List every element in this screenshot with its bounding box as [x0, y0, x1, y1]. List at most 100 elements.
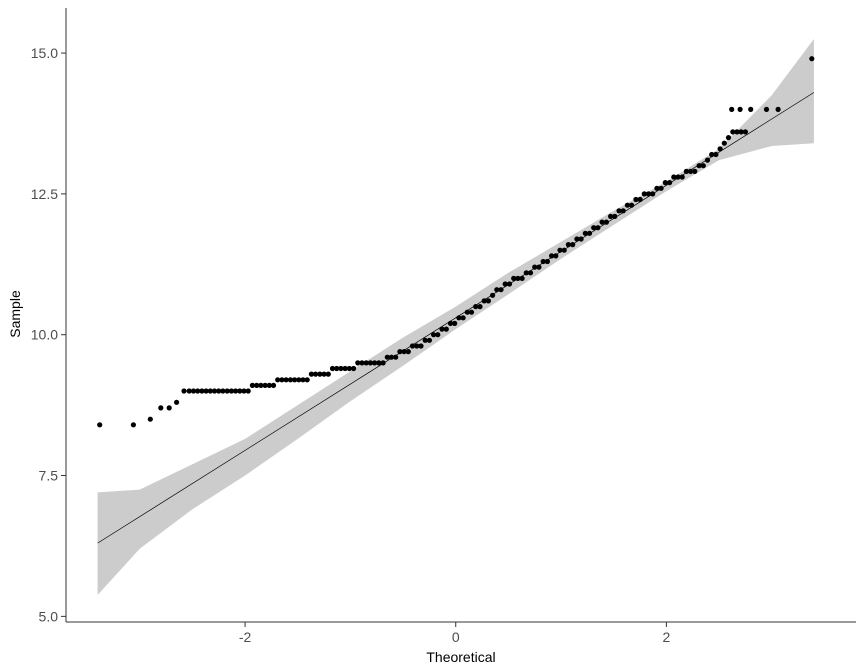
data-point [258, 382, 264, 388]
data-point [506, 281, 513, 287]
data-point [130, 422, 136, 428]
data-point [262, 382, 268, 388]
data-point [667, 180, 673, 186]
data-point [279, 377, 285, 383]
data-point [158, 405, 164, 411]
data-point [511, 275, 517, 281]
data-point [692, 168, 698, 174]
data-point [228, 388, 234, 394]
data-point [485, 298, 491, 304]
data-point [181, 388, 187, 394]
data-point [688, 168, 694, 174]
data-point [195, 388, 201, 394]
data-point [460, 315, 466, 321]
data-point [662, 180, 668, 186]
y-tick-label: 7.5 [39, 468, 59, 484]
data-point [709, 151, 715, 158]
data-point [553, 253, 559, 259]
x-tick-label: -2 [239, 629, 252, 645]
data-point [233, 388, 239, 394]
data-point [203, 388, 209, 394]
data-point [292, 377, 298, 383]
data-point [439, 326, 445, 332]
data-point [717, 146, 723, 152]
data-point [283, 377, 289, 383]
y-axis-title: Sample [7, 290, 23, 338]
data-point [502, 281, 508, 287]
data-point [498, 287, 504, 293]
data-point [329, 365, 336, 372]
data-point [748, 106, 754, 112]
data-point [363, 360, 369, 366]
data-point [737, 106, 743, 112]
data-point [729, 106, 735, 112]
data-point [397, 349, 403, 355]
x-axis-title: Theoretical [426, 649, 495, 665]
data-point [675, 174, 681, 180]
data-point [763, 106, 770, 112]
data-point [549, 253, 555, 259]
axes: -2 0 2 5.0 7.5 10.0 12.5 15.0 [31, 8, 856, 645]
data-point [544, 258, 551, 265]
x-ticks: -2 0 2 [239, 622, 671, 645]
data-point [473, 304, 479, 310]
data-point [190, 388, 197, 394]
data-point [304, 377, 310, 383]
data-point [401, 349, 407, 355]
data-point [338, 365, 344, 372]
data-point [447, 320, 454, 326]
data-point [393, 354, 399, 360]
data-point [523, 270, 529, 276]
data-point [629, 202, 635, 208]
data-point [608, 213, 614, 219]
data-point [540, 258, 546, 265]
data-point [742, 129, 749, 135]
data-point [384, 354, 390, 360]
data-point [443, 326, 449, 332]
data-point [388, 354, 395, 360]
data-point [245, 388, 251, 394]
data-point [464, 309, 470, 315]
data-point [422, 337, 428, 343]
data-point [241, 388, 247, 394]
y-tick-label: 5.0 [39, 608, 59, 624]
x-tick-label: 2 [663, 629, 671, 645]
data-point [351, 365, 357, 372]
data-point [287, 377, 293, 383]
data-point [515, 275, 521, 281]
data-point [237, 388, 243, 394]
data-point [645, 191, 652, 197]
data-points [97, 56, 815, 428]
data-point [376, 360, 382, 366]
data-point [317, 371, 323, 377]
data-point [738, 129, 744, 135]
data-point [624, 202, 631, 208]
data-point [249, 382, 255, 388]
data-point [704, 157, 711, 163]
data-point [207, 388, 213, 394]
data-point [431, 332, 437, 338]
data-point [254, 382, 260, 388]
data-point [409, 343, 416, 349]
data-point [456, 315, 462, 321]
data-point [426, 337, 432, 343]
data-point [561, 247, 567, 253]
plot-area [97, 39, 815, 595]
data-point [186, 388, 192, 394]
data-point [481, 298, 487, 304]
data-point [414, 343, 420, 349]
data-point [527, 270, 534, 276]
data-point [700, 163, 706, 169]
data-point [216, 388, 222, 394]
data-point [586, 230, 593, 236]
data-point [224, 388, 230, 394]
data-point [452, 320, 458, 326]
data-point [300, 377, 306, 383]
y-tick-label: 12.5 [31, 186, 58, 202]
data-point [275, 377, 281, 383]
data-point [696, 163, 702, 169]
data-point [346, 365, 352, 372]
data-point [494, 287, 500, 293]
data-point [313, 371, 319, 377]
data-point [730, 129, 736, 135]
